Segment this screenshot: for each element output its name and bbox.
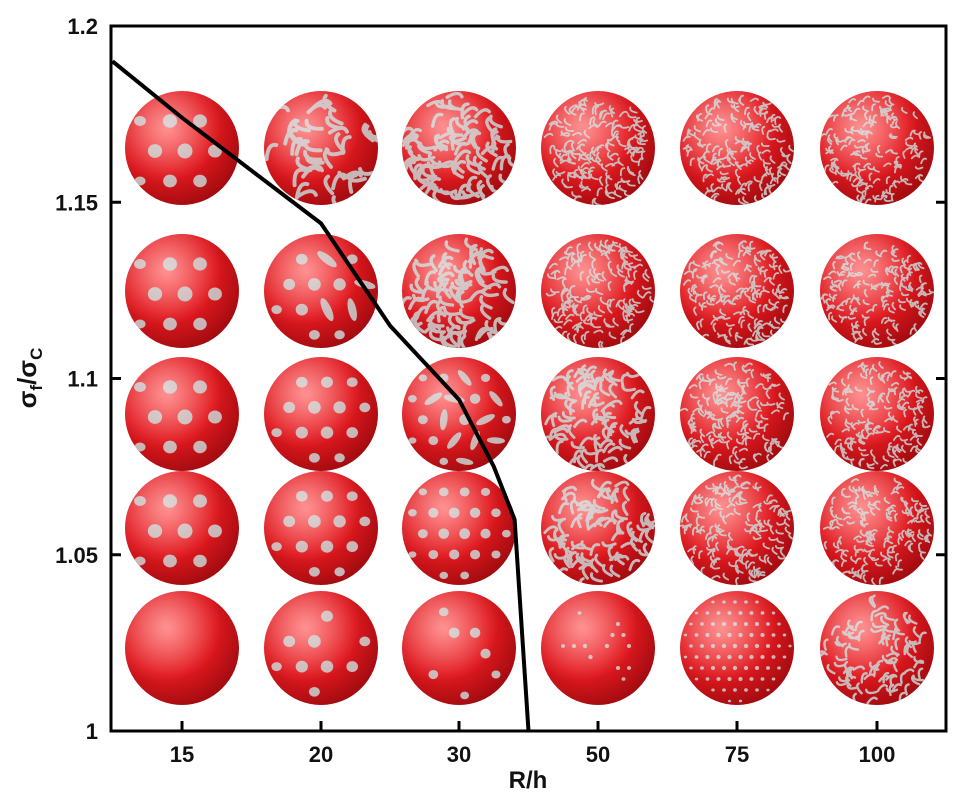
sphere-labyrinth-fine bbox=[680, 234, 794, 348]
sphere-labyrinth-fine bbox=[820, 234, 934, 348]
sphere-labyrinth-fine bbox=[680, 357, 794, 471]
y-label-sigma-denom: σ bbox=[12, 360, 42, 378]
svg-text:σf/σC: σf/σC bbox=[12, 348, 46, 409]
sphere-smooth-dots bbox=[541, 591, 655, 705]
sphere-holes-stripes bbox=[264, 234, 378, 348]
sphere-labyrinth bbox=[820, 591, 934, 705]
y-axis-label: σf/σC bbox=[12, 348, 46, 409]
y-tick-label: 1.1 bbox=[67, 367, 98, 392]
sphere-labyrinth-fine bbox=[541, 234, 655, 348]
y-tick-label: 1.15 bbox=[55, 190, 98, 215]
sphere-holes-sparse bbox=[402, 591, 516, 705]
y-label-sub-f: f bbox=[27, 385, 46, 391]
y-axis: 1 1.05 1.1 1.15 1.2 bbox=[55, 14, 946, 744]
y-tick-label: 1.2 bbox=[67, 14, 98, 39]
x-tick-label: 15 bbox=[170, 742, 194, 767]
sphere-smooth bbox=[125, 591, 239, 705]
sphere-holes bbox=[125, 471, 239, 585]
x-tick-label: 20 bbox=[309, 742, 333, 767]
sphere-labyrinth bbox=[541, 471, 655, 585]
sphere-labyrinth-fine bbox=[680, 471, 794, 585]
sphere-labyrinth-fine bbox=[820, 91, 934, 205]
sphere-labyrinth-fine bbox=[820, 357, 934, 471]
sphere-holes-sparse bbox=[264, 591, 378, 705]
sphere-labyrinth-fine bbox=[820, 471, 934, 585]
sphere-holes bbox=[264, 471, 378, 585]
y-label-sigma: σ bbox=[12, 390, 42, 408]
y-tick-label: 1 bbox=[86, 719, 98, 744]
y-label-slash: / bbox=[12, 378, 42, 385]
y-label-sub-c: C bbox=[27, 348, 46, 360]
x-tick-label: 30 bbox=[447, 742, 471, 767]
sphere-holes bbox=[125, 357, 239, 471]
x-tick-label: 75 bbox=[725, 742, 749, 767]
sphere-grid bbox=[125, 91, 934, 705]
sphere-labyrinth-fine bbox=[680, 91, 794, 205]
sphere-labyrinth-fine bbox=[541, 91, 655, 205]
sphere-holes bbox=[402, 471, 516, 585]
sphere-holes bbox=[125, 234, 239, 348]
sphere-holes bbox=[125, 91, 239, 205]
x-axis: 15 20 30 50 75 100 bbox=[170, 721, 896, 767]
sphere-stripes bbox=[264, 91, 378, 205]
x-tick-label: 50 bbox=[586, 742, 610, 767]
x-axis-label: R/h bbox=[509, 767, 548, 794]
sphere-labyrinth bbox=[402, 234, 516, 348]
sphere-labyrinth bbox=[402, 91, 516, 205]
sphere-dots bbox=[680, 591, 794, 705]
y-tick-label: 1.05 bbox=[55, 543, 98, 568]
sphere-holes bbox=[264, 357, 378, 471]
sphere-labyrinth bbox=[541, 357, 655, 471]
boundary-line bbox=[111, 59, 531, 732]
x-tick-label: 100 bbox=[859, 742, 896, 767]
sphere-holes-stripes bbox=[402, 357, 516, 471]
